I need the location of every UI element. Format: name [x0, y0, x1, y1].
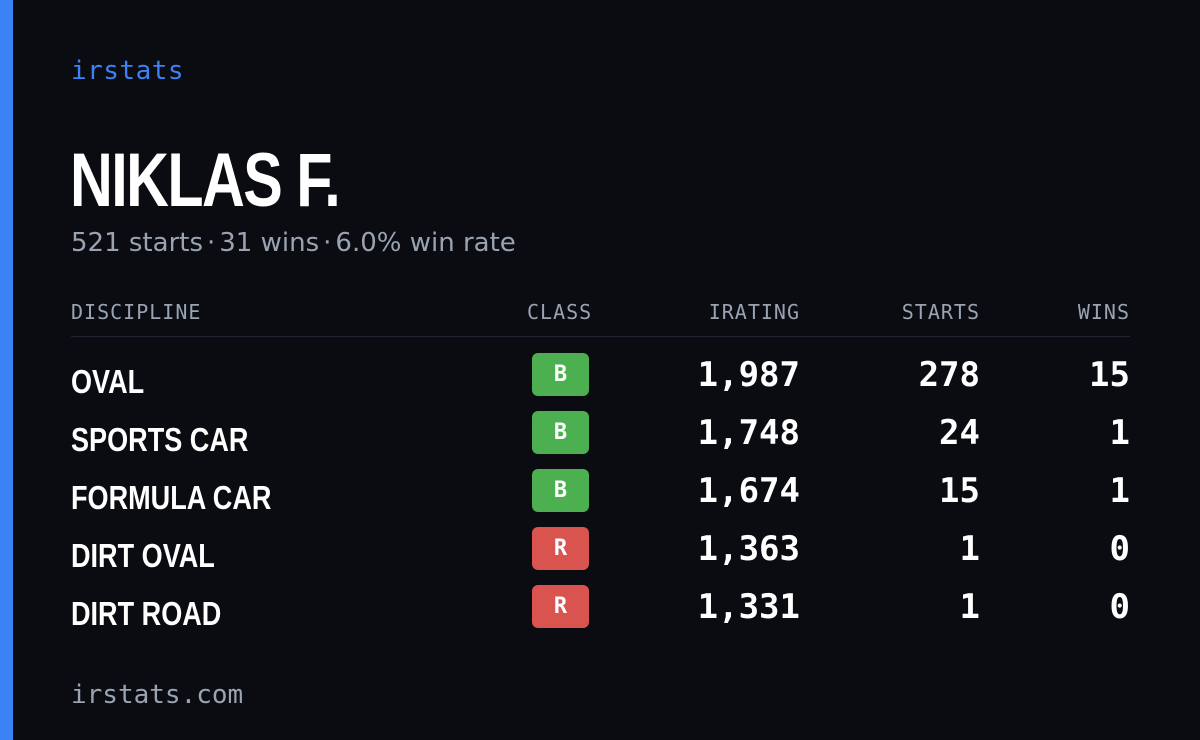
starts-value: 278 — [918, 355, 980, 395]
stats-table: DISCIPLINE CLASS IRATING STARTS WINS OVA… — [71, 298, 1130, 643]
table-row: OVAL B 1,987 278 15 — [71, 353, 1130, 411]
driver-summary: 521 starts · 31 wins · 6.0% win rate — [71, 228, 516, 258]
class-badge: B — [532, 469, 589, 512]
class-badge: R — [532, 527, 589, 570]
table-body: OVAL B 1,987 278 15 SPORTS CAR B 1,748 2… — [71, 353, 1130, 643]
class-badge: R — [532, 585, 589, 628]
header-class: CLASS — [527, 300, 593, 324]
starts-value: 1 — [959, 529, 980, 569]
starts-value: 1 — [959, 587, 980, 627]
header-starts: STARTS — [901, 300, 980, 324]
table-row: DIRT ROAD R 1,331 1 0 — [71, 585, 1130, 643]
header-irating: IRATING — [708, 300, 800, 324]
starts-value: 15 — [939, 471, 980, 511]
discipline-name: SPORTS CAR — [71, 421, 249, 458]
summary-wins: 31 wins — [219, 228, 320, 258]
wins-value: 0 — [1109, 587, 1130, 627]
table-row: SPORTS CAR B 1,748 24 1 — [71, 411, 1130, 469]
summary-separator: · — [323, 228, 332, 258]
irating-value: 1,987 — [697, 355, 800, 395]
summary-win-rate: 6.0% win rate — [335, 228, 516, 258]
footer-url: irstats.com — [71, 680, 244, 710]
irating-value: 1,331 — [697, 587, 800, 627]
discipline-name: OVAL — [71, 363, 145, 400]
class-badge: B — [532, 411, 589, 454]
wins-value: 1 — [1109, 413, 1130, 453]
irating-value: 1,363 — [697, 529, 800, 569]
class-badge: B — [532, 353, 589, 396]
irating-value: 1,674 — [697, 471, 800, 511]
irating-value: 1,748 — [697, 413, 800, 453]
summary-starts: 521 starts — [71, 228, 203, 258]
wins-value: 15 — [1089, 355, 1130, 395]
header-discipline: DISCIPLINE — [71, 300, 202, 324]
table-row: DIRT OVAL R 1,363 1 0 — [71, 527, 1130, 585]
discipline-name: FORMULA CAR — [71, 479, 272, 516]
brand-logo: irstats — [71, 56, 185, 86]
starts-value: 24 — [939, 413, 980, 453]
summary-separator: · — [207, 228, 216, 258]
header-wins: WINS — [1077, 300, 1130, 324]
discipline-name: DIRT ROAD — [71, 595, 222, 632]
wins-value: 0 — [1109, 529, 1130, 569]
wins-value: 1 — [1109, 471, 1130, 511]
table-row: FORMULA CAR B 1,674 15 1 — [71, 469, 1130, 527]
accent-bar — [0, 0, 13, 740]
table-header: DISCIPLINE CLASS IRATING STARTS WINS — [71, 298, 1130, 337]
driver-name: NIKLAS F. — [70, 138, 341, 223]
discipline-name: DIRT OVAL — [71, 537, 215, 574]
